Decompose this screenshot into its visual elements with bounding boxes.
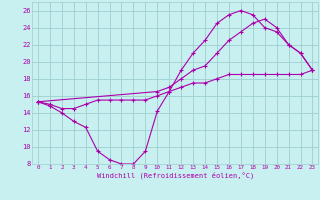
X-axis label: Windchill (Refroidissement éolien,°C): Windchill (Refroidissement éolien,°C) (97, 172, 254, 179)
